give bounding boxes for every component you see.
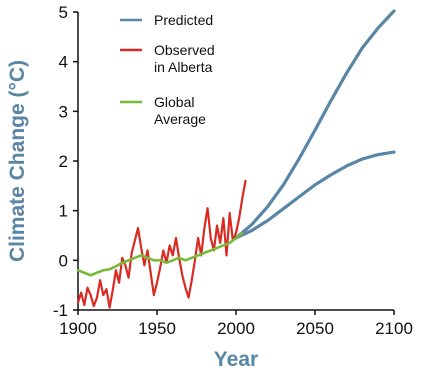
- y-axis-title: Climate Change (°C): [6, 60, 29, 262]
- y-tick-label: -1: [53, 301, 68, 320]
- y-tick-label: 1: [59, 202, 68, 221]
- predicted-line-2: [234, 150, 396, 240]
- series-global-average: [76, 231, 244, 277]
- observed-in-alberta-line: [76, 179, 247, 309]
- series-predicted: [234, 9, 396, 240]
- x-axis-ticks: 1900 1950 2000 2050 2100: [59, 310, 413, 338]
- legend-label: Predicted: [154, 12, 213, 28]
- x-tick-label: 2100: [375, 319, 413, 338]
- y-axis-ticks: 5 4 3 2 1 0 -1: [53, 3, 78, 320]
- legend-label: Global Average: [154, 94, 206, 127]
- series-layer: [76, 9, 396, 309]
- global-average-line: [76, 231, 244, 277]
- x-tick-label: 1900: [59, 319, 97, 338]
- series-observed-in-alberta: [76, 179, 247, 309]
- y-tick-label: 3: [59, 102, 68, 121]
- y-tick-label: 2: [59, 152, 68, 171]
- y-tick-label: 4: [59, 53, 68, 72]
- x-tick-label: 1950: [138, 319, 176, 338]
- y-tick-label: 5: [59, 3, 68, 22]
- x-axis-title: Year: [214, 348, 258, 371]
- x-tick-label: 2000: [217, 319, 255, 338]
- x-tick-label: 2050: [296, 319, 334, 338]
- predicted-line-1: [234, 9, 396, 240]
- legend: Predicted Observed in Alberta Global Average: [120, 12, 215, 127]
- y-tick-label: 0: [59, 251, 68, 270]
- legend-label: Observed in Alberta: [154, 42, 215, 75]
